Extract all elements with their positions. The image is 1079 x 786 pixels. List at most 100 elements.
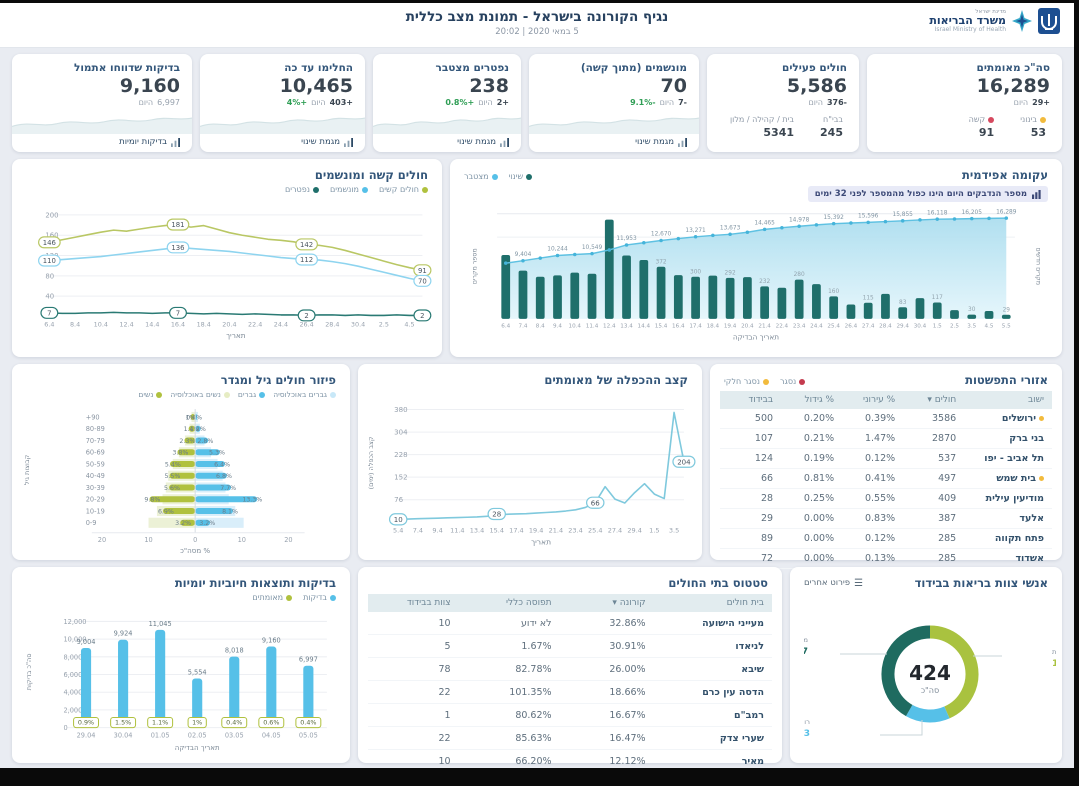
new-cases-bar[interactable] xyxy=(794,279,804,319)
positive-pct-pill[interactable] xyxy=(295,716,322,729)
new-cases-bar[interactable] xyxy=(725,277,735,319)
series-doubling-rate[interactable] xyxy=(398,411,685,521)
column-header[interactable]: תפוסה כללי xyxy=(458,594,560,612)
men-bar[interactable] xyxy=(195,460,226,468)
men-bar[interactable] xyxy=(195,425,201,432)
new-cases-bar[interactable] xyxy=(518,270,528,319)
column-header[interactable]: ישוב xyxy=(964,391,1052,409)
column-header[interactable]: % עירוני xyxy=(842,391,904,409)
column-header[interactable]: חולים ▾ xyxy=(903,391,965,409)
legend-item[interactable]: מצטבר xyxy=(464,172,498,181)
men-bar[interactable] xyxy=(195,519,211,526)
new-cases-bar[interactable] xyxy=(777,287,787,319)
new-cases-bar[interactable] xyxy=(881,293,890,319)
new-cases-bar[interactable] xyxy=(535,276,545,319)
men-bar[interactable] xyxy=(195,496,258,503)
new-cases-bar[interactable] xyxy=(812,284,821,319)
new-cases-bar[interactable] xyxy=(673,275,683,319)
new-cases-bar[interactable] xyxy=(898,307,908,319)
cumulative-point[interactable] xyxy=(814,223,819,227)
cumulative-point[interactable] xyxy=(624,243,629,247)
column-header[interactable]: קורונה ▾ xyxy=(559,594,654,612)
tests-bar[interactable] xyxy=(155,629,166,728)
cumulative-point[interactable] xyxy=(952,217,957,221)
cumulative-point[interactable] xyxy=(521,258,525,263)
table-row[interactable]: שערי צדק 16.47% 85.63% 22 xyxy=(368,726,772,750)
donut-segment[interactable] xyxy=(929,625,979,719)
women-bar[interactable] xyxy=(180,519,196,526)
women-bar[interactable] xyxy=(188,425,196,432)
new-cases-bar[interactable] xyxy=(501,254,511,319)
women-bar[interactable] xyxy=(190,413,196,421)
cumulative-point[interactable] xyxy=(642,240,646,245)
series-critical[interactable] xyxy=(49,223,423,272)
new-cases-bar[interactable] xyxy=(846,304,856,319)
cumulative-point[interactable] xyxy=(538,256,542,260)
new-cases-bar[interactable] xyxy=(656,266,666,319)
new-cases-bar[interactable] xyxy=(570,272,580,319)
new-cases-bar[interactable] xyxy=(967,314,977,319)
table-row[interactable]: אשדוד 285 0.13% 0.00% 72 xyxy=(720,548,1052,569)
legend-item[interactable]: בדיקות xyxy=(303,593,336,602)
table-row[interactable]: מעייני הישועה 32.86% לא ידוע 10 xyxy=(368,612,772,635)
legend-item[interactable]: גברים xyxy=(238,390,266,399)
table-row[interactable]: ירושלים 3586 0.39% 0.20% 500 xyxy=(720,409,1052,429)
new-cases-bar[interactable] xyxy=(984,311,994,319)
women-bar[interactable] xyxy=(177,449,196,456)
series-ventilated[interactable] xyxy=(49,246,423,282)
cumulative-point[interactable] xyxy=(693,235,698,239)
kpi-footer-link[interactable]: בדיקות יומיות xyxy=(119,137,180,147)
positive-pct-pill[interactable] xyxy=(221,716,248,729)
cumulative-point[interactable] xyxy=(745,230,750,234)
men-bar[interactable] xyxy=(195,472,227,479)
table-row[interactable]: בני ברק 2870 1.47% 0.21% 107 xyxy=(720,428,1052,449)
new-cases-bar[interactable] xyxy=(760,286,770,319)
kpi-footer-link[interactable]: מגמת שינוי xyxy=(301,137,353,147)
cumulative-point[interactable] xyxy=(607,248,612,252)
new-cases-bar[interactable] xyxy=(691,276,700,319)
cumulative-point[interactable] xyxy=(883,219,888,224)
women-bar[interactable] xyxy=(169,484,196,491)
tests-bar[interactable] xyxy=(192,678,203,728)
table-row[interactable]: מודיעין עילית 409 0.55% 0.25% 28 xyxy=(720,488,1052,509)
legend-item[interactable]: מונשמים xyxy=(330,185,368,194)
positive-pct-pill[interactable] xyxy=(187,716,207,729)
cumulative-point[interactable] xyxy=(590,251,594,256)
new-cases-bar[interactable] xyxy=(742,277,752,319)
table-row[interactable]: פתח תקווה 285 0.12% 0.00% 89 xyxy=(720,528,1052,549)
legend-item[interactable]: נשים באוכלוסיה xyxy=(170,390,230,399)
table-row[interactable]: אלעד 387 0.83% 0.00% 29 xyxy=(720,508,1052,529)
new-cases-bar[interactable] xyxy=(622,255,631,319)
cumulative-point[interactable] xyxy=(1004,216,1009,220)
new-cases-bar[interactable] xyxy=(915,298,925,319)
new-cases-bar[interactable] xyxy=(829,296,839,319)
cumulative-point[interactable] xyxy=(918,218,922,222)
table-row[interactable]: שיבא 26.00% 82.78% 78 xyxy=(368,657,772,681)
legend-item[interactable]: גברים באוכלוסיה xyxy=(273,390,336,399)
cumulative-point[interactable] xyxy=(900,219,905,223)
women-bar[interactable] xyxy=(169,472,196,479)
tests-bar[interactable] xyxy=(266,646,277,728)
women-bar[interactable] xyxy=(170,460,196,468)
cumulative-point[interactable] xyxy=(831,221,836,226)
new-cases-bar[interactable] xyxy=(932,302,942,319)
cumulative-point[interactable] xyxy=(987,216,991,221)
tests-bar[interactable] xyxy=(229,656,240,728)
tests-bar[interactable] xyxy=(303,665,314,728)
cumulative-point[interactable] xyxy=(728,232,732,237)
new-cases-bar[interactable] xyxy=(604,219,614,319)
table-row[interactable]: תל אביב - יפו 537 0.12% 0.19% 124 xyxy=(720,448,1052,469)
column-header[interactable]: בבידוד xyxy=(720,391,782,409)
cumulative-point[interactable] xyxy=(555,253,560,258)
table-row[interactable]: הדסה עין כרם 18.66% 101.35% 22 xyxy=(368,680,772,704)
cumulative-point[interactable] xyxy=(762,227,767,232)
kpi-footer-link[interactable]: מגמת שינוי xyxy=(635,137,687,147)
cumulative-point[interactable] xyxy=(797,224,801,228)
men-bar[interactable] xyxy=(195,449,220,456)
new-cases-bar[interactable] xyxy=(1001,314,1011,319)
legend-item[interactable]: חולים קשים xyxy=(379,185,428,194)
cumulative-point[interactable] xyxy=(780,225,784,230)
cumulative-point[interactable] xyxy=(711,233,715,238)
table-row[interactable]: מאיר 12.12% 66.20% 10 xyxy=(368,749,772,768)
legend-item[interactable]: נפטרים xyxy=(285,185,319,194)
